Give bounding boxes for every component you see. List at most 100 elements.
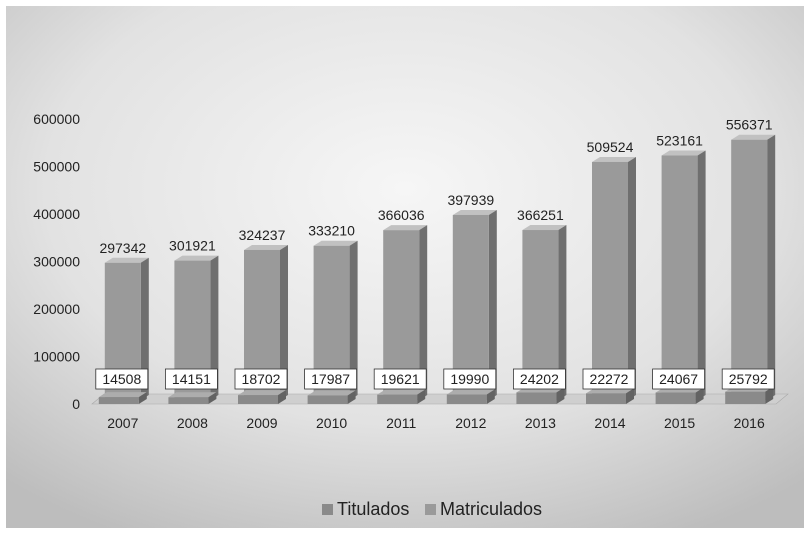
bar-matriculados-top <box>731 134 776 140</box>
bar-matriculados-side <box>210 255 219 400</box>
bar-titulados <box>98 392 147 404</box>
bar-titulados-side <box>278 390 286 404</box>
data-label-titulados: 17987 <box>311 371 350 387</box>
x-tick-label: 2014 <box>594 415 625 431</box>
bar-matriculados <box>731 134 776 401</box>
bar-titulados <box>516 387 565 404</box>
bar-titulados <box>586 388 634 404</box>
bar-titulados <box>446 389 495 404</box>
data-label-box-titulados <box>582 368 636 390</box>
bar-titulados-side <box>556 387 565 404</box>
data-label-matriculados: 333210 <box>308 223 355 239</box>
x-tick-label: 2015 <box>664 415 695 431</box>
bar-matriculados-side <box>558 225 567 400</box>
y-tick-label: 500000 <box>33 159 80 175</box>
legend: Titulados Matriculados <box>322 499 542 519</box>
bar-titulados-top <box>98 392 147 398</box>
data-label-matriculados: 556371 <box>726 117 773 133</box>
plot-area: 0 100000 200000 300000 400000 500000 600000 297… <box>33 111 789 431</box>
bar-titulados-front <box>98 397 139 404</box>
x-tick-label: 2008 <box>177 415 208 431</box>
x-tick-label: 2016 <box>734 415 765 431</box>
data-label-matriculados: 297342 <box>99 240 146 256</box>
x-tick-label: 2007 <box>107 415 138 431</box>
bar-matriculados-top <box>452 209 497 215</box>
x-tick-label: 2010 <box>316 415 347 431</box>
bar-titulados-side <box>626 388 634 404</box>
bar-titulados-top <box>446 389 495 395</box>
bar-matriculados-top <box>104 257 149 263</box>
bar-titulados-front <box>307 395 348 404</box>
data-label-titulados: 24067 <box>659 371 698 387</box>
bar-titulados-front <box>516 392 557 404</box>
x-tick-label: 2009 <box>246 415 277 431</box>
data-label-titulados: 19621 <box>381 371 420 387</box>
data-label-box-titulados <box>373 368 427 390</box>
data-label-titulados: 18702 <box>242 371 281 387</box>
data-label-matriculados: 397939 <box>447 192 494 208</box>
bar-matriculados-side <box>628 156 636 400</box>
bar-titulados <box>238 390 286 404</box>
bar-matriculados-side <box>488 209 497 400</box>
data-label-titulados: 25792 <box>729 371 768 387</box>
bar-titulados-side <box>765 386 774 404</box>
bar-matriculados-top <box>174 255 219 261</box>
bar-titulados-side <box>417 389 426 404</box>
bar-titulados-side <box>486 389 495 404</box>
bar-titulados-front <box>168 397 209 404</box>
bar-titulados-side <box>695 387 704 404</box>
bar-titulados-front <box>586 393 626 404</box>
data-label-box-titulados <box>164 368 218 390</box>
data-label-titulados: 19990 <box>450 371 489 387</box>
y-tick-label: 300000 <box>33 254 80 270</box>
bar-titulados-top <box>168 392 217 398</box>
bar-titulados-side <box>138 392 147 404</box>
bar-matriculados-top <box>383 225 428 231</box>
y-tick-label: 100000 <box>33 349 80 365</box>
bar-matriculados-top <box>661 150 706 156</box>
bar-matriculados-top <box>592 156 636 162</box>
bar-matriculados <box>592 156 636 400</box>
bar-matriculados-side <box>280 244 288 400</box>
data-label-box-titulados <box>652 368 705 390</box>
bar-titulados-front <box>446 394 487 404</box>
data-label-box-titulados <box>95 368 149 390</box>
data-label-box-titulados <box>721 368 775 390</box>
data-label-titulados: 14508 <box>102 371 141 387</box>
bar-matriculados-side <box>697 150 706 400</box>
data-label-matriculados: 366251 <box>517 207 564 223</box>
data-label-titulados: 24202 <box>520 371 559 387</box>
bar-matriculados-side <box>349 240 358 400</box>
y-tick-label: 400000 <box>33 206 80 222</box>
bar-matriculados-side <box>419 225 428 400</box>
bar-titulados <box>168 392 217 404</box>
legend-label: Titulados <box>337 499 409 519</box>
bar-matriculados <box>661 150 706 400</box>
bar-matriculados-top <box>244 244 288 250</box>
bar-titulados-front <box>377 394 418 404</box>
bar-titulados-top <box>377 389 426 395</box>
legend-swatch <box>322 504 333 515</box>
bar-matriculados-front <box>731 139 768 401</box>
bar-titulados <box>307 390 356 404</box>
y-tick-label: 0 <box>72 396 80 412</box>
bar-titulados-front <box>655 392 696 404</box>
bar-matriculados-side <box>767 134 776 401</box>
data-label-matriculados: 324237 <box>239 227 286 243</box>
x-tick-label: 2012 <box>455 415 486 431</box>
bar-matriculados-front <box>661 155 698 400</box>
bar-titulados-top <box>307 390 356 396</box>
bar-titulados-side <box>347 390 356 404</box>
bar-titulados <box>377 389 426 404</box>
bar-matriculados-side <box>140 257 149 400</box>
data-label-titulados: 22272 <box>590 371 629 387</box>
data-label-matriculados: 523161 <box>656 132 703 148</box>
bar-matriculados-front <box>592 161 628 400</box>
data-label-matriculados: 366036 <box>378 207 425 223</box>
data-label-matriculados: 509524 <box>587 139 634 155</box>
bar-titulados-side <box>208 392 217 404</box>
x-tick-label: 2011 <box>386 415 416 431</box>
data-label-matriculados: 301921 <box>169 238 216 254</box>
